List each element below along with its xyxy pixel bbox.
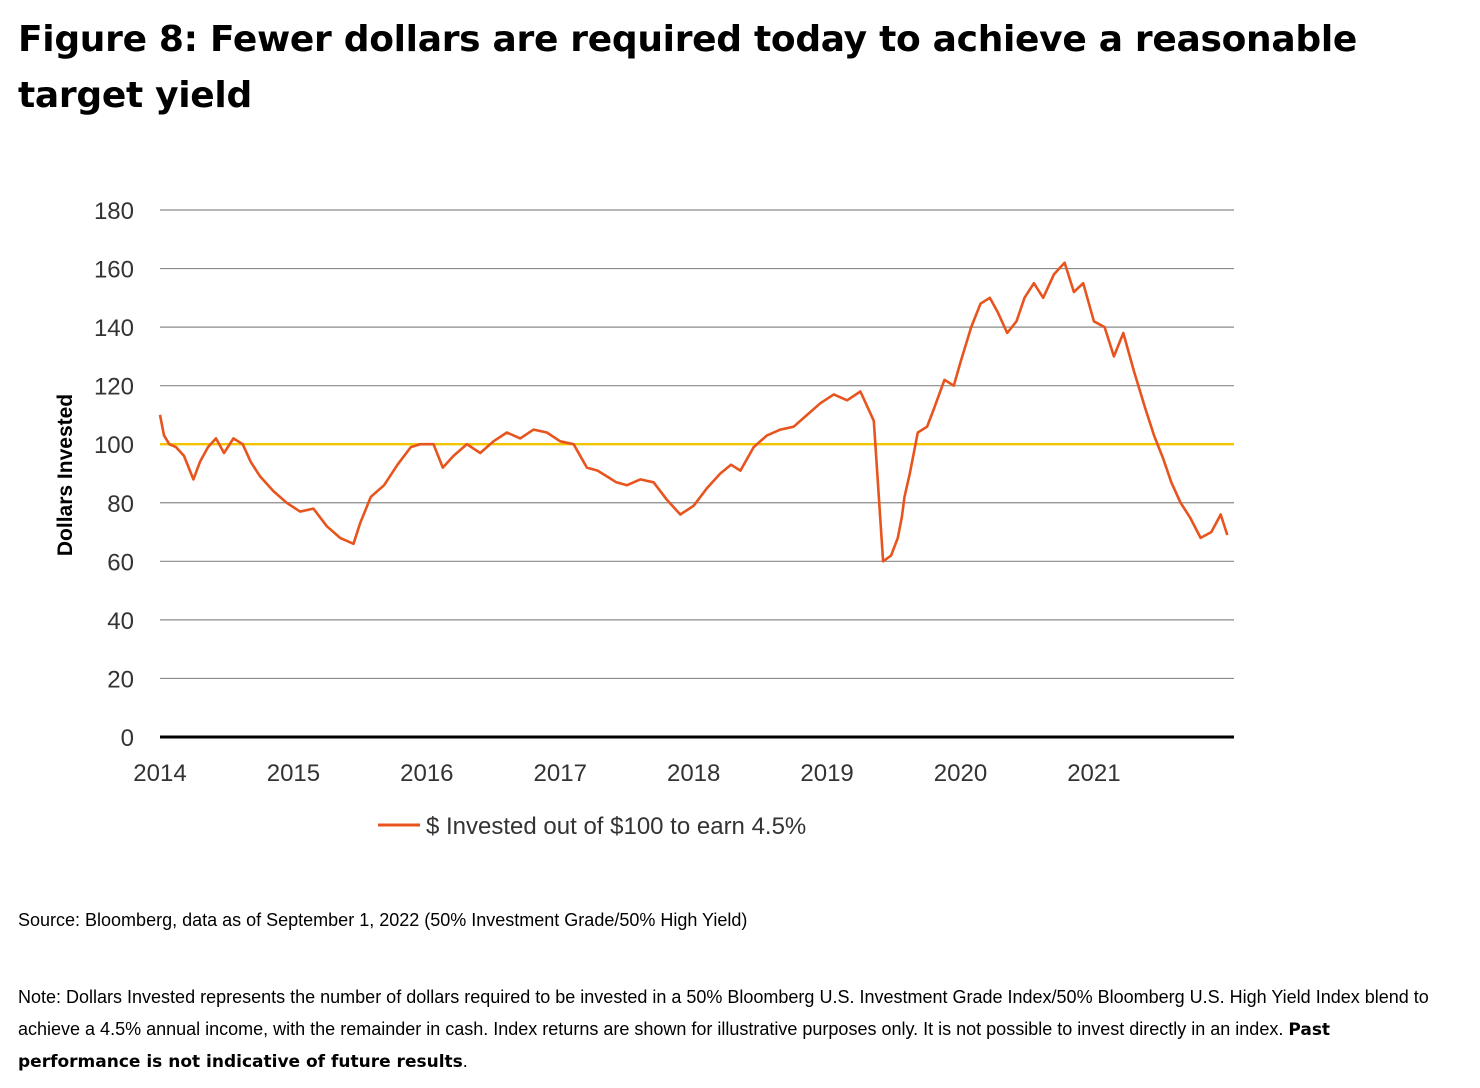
x-tick-label: 2017 [534,760,587,787]
y-tick-label: 140 [94,315,134,342]
x-tick-label: 2018 [667,760,720,787]
y-tick-label: 60 [107,549,134,576]
x-tick-label: 2021 [1067,760,1120,787]
figure-title: Figure 8: Fewer dollars are required tod… [18,19,1357,116]
x-tick-label: 2020 [934,760,987,787]
source-note: Source: Bloomberg, data as of September … [18,910,748,930]
x-tick-label: 2019 [800,760,853,787]
y-tick-label: 20 [107,666,134,693]
legend: $ Invested out of $100 to earn 4.5% [378,813,806,840]
footnote-text: Note: Dollars Invested represents the nu… [18,987,1429,1039]
y-tick-label: 0 [121,725,134,752]
series-lines [158,261,1234,563]
footnote-emphasis: Past performance is not indicative of fu… [18,1019,1331,1073]
footnote-end: . [462,1051,468,1071]
y-tick-label: 160 [94,257,134,284]
x-tick-label: 2016 [400,760,453,787]
y-tick-label: 100 [94,432,134,459]
y-tick-label: 40 [107,608,134,635]
x-axis-ticks: 2014 2015 2016 2017 2018 2019 2020 2021 [133,760,1120,787]
y-tick-label: 80 [107,491,134,518]
footnote: Note: Dollars Invested represents the nu… [18,982,1458,1079]
y-axis-ticks: 0 20 40 60 80 100 120 140 160 180 [94,198,134,752]
legend-label: $ Invested out of $100 to earn 4.5% [426,813,806,840]
series-line-dollars-invested [158,261,1229,563]
x-tick-label: 2015 [267,760,320,787]
x-tick-label: 2014 [133,760,186,787]
y-tick-label: 180 [94,198,134,225]
y-tick-label: 120 [94,374,134,401]
y-axis-label: Dollars Invested [54,394,77,556]
